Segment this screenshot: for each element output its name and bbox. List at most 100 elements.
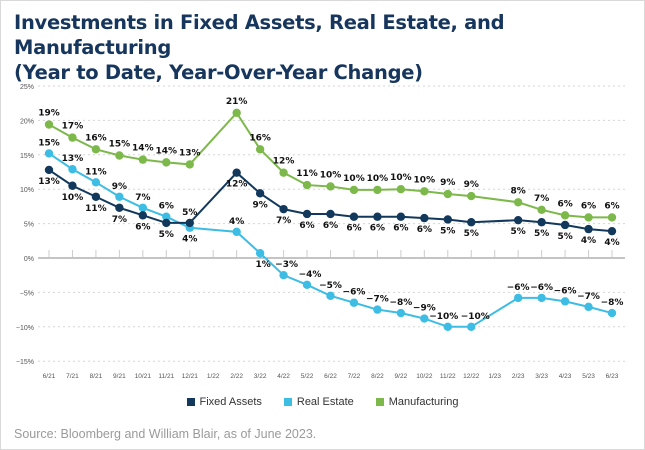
data-label: −3% [275,260,298,270]
data-point [443,189,452,199]
data-label: 12% [273,157,295,167]
x-tick-label: 8/22 [371,373,384,380]
x-tick-label: 7/21 [66,373,79,380]
data-label: 7% [135,193,150,203]
chart-title: Investments in Fixed Assets, Real Estate… [14,10,645,85]
data-point [44,165,54,175]
data-label: 16% [85,133,107,143]
legend-item-fixed-assets: Fixed Assets [186,396,262,408]
data-point [560,220,570,230]
data-label: 8% [511,186,526,196]
data-point [396,212,406,221]
data-point [279,204,288,214]
data-label: 10% [390,173,412,183]
data-point [467,322,476,331]
legend-swatch [283,398,292,406]
data-label: 6% [159,202,174,212]
data-label: −8% [389,298,412,308]
data-label: 10% [320,170,342,180]
data-label: 6% [393,224,408,234]
data-point [420,314,429,323]
data-label: −7% [366,295,389,305]
data-point [513,215,523,225]
x-tick-label: 11/21 [158,373,174,380]
data-label: 15% [38,138,60,148]
data-label: 13% [38,177,60,187]
data-label: 14% [132,144,154,154]
data-point [560,297,570,306]
data-label: 4% [229,217,244,227]
x-tick-label: 1/23 [488,373,501,380]
data-label: −6% [507,283,530,293]
legend-item-real-estate: Real Estate [283,396,354,408]
x-tick-label: 5/22 [301,373,314,380]
data-point [115,151,124,160]
data-point [255,248,265,258]
data-point [607,213,617,222]
data-point [584,302,593,312]
series-fixed-assets [44,165,617,236]
data-label: −6% [530,283,553,293]
data-label: 6% [557,199,572,209]
x-tick-label: 12/22 [463,373,480,380]
data-point [232,227,241,237]
data-point [584,213,593,222]
x-tick-label: 11/22 [440,373,456,380]
x-tick-label: 2/22 [230,373,243,380]
data-label: 10% [343,174,365,184]
data-point [44,120,54,129]
data-point [373,305,382,314]
data-label: 6% [346,224,361,234]
data-point [279,271,288,280]
legend-swatch [375,398,384,406]
legend: Fixed Assets Real Estate Manufacturing [0,396,645,408]
data-label: −8% [601,298,624,308]
data-point [607,226,617,236]
data-point [115,203,124,212]
data-label: −6% [343,288,366,298]
x-tick-label: 8/21 [90,373,103,380]
data-label: 5% [440,226,455,236]
data-point [396,185,406,194]
data-point [373,212,382,221]
data-label: 4% [581,236,596,246]
data-label: 4% [604,238,619,248]
data-point [91,192,101,201]
data-label: 5% [464,229,479,239]
x-tick-label: 3/22 [254,373,267,380]
x-tick-label: 4/22 [277,373,290,380]
data-label: 6% [581,201,596,211]
y-tick-label: −5% [20,290,34,297]
x-tick-label: 10/21 [135,373,152,380]
y-tick-label: 10% [20,187,34,194]
y-tick-label: −15% [16,359,34,366]
data-point [373,185,382,195]
data-label: 5% [511,227,526,237]
data-point [349,298,359,307]
data-label: 11% [296,169,318,179]
data-label: −9% [413,304,436,314]
x-tick-label: 6/23 [606,373,619,380]
data-point [138,211,148,220]
x-tick-label: 3/23 [535,373,548,380]
x-tick-label: 12/21 [182,373,199,380]
data-point [91,178,101,187]
legend-item-manufacturing: Manufacturing [375,396,458,408]
data-label: 4% [182,235,197,245]
data-label: 6% [299,221,314,231]
data-point [467,218,476,227]
data-label: 7% [112,215,127,225]
data-point [396,308,406,318]
data-label: 5% [159,230,174,240]
data-label: −6% [554,286,577,296]
data-point [443,322,452,331]
data-point [162,212,171,221]
source-note: Source: Bloomberg and William Blair, as … [14,427,317,441]
data-point [185,218,194,228]
data-point [537,205,546,215]
series-manufacturing [44,108,617,222]
legend-label: Real Estate [296,396,354,408]
data-point [302,180,312,190]
data-label: 9% [464,180,479,190]
data-point [68,133,77,142]
